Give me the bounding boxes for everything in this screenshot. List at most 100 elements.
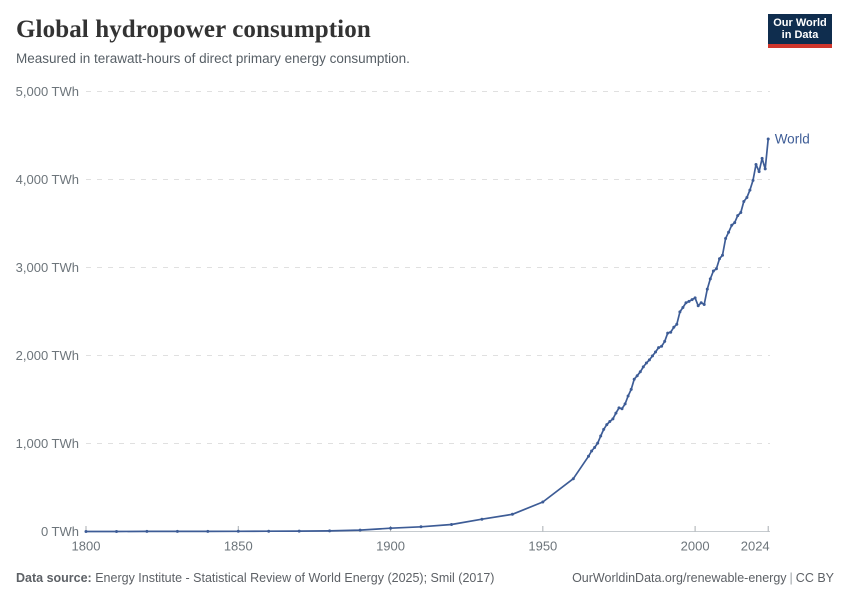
owid-logo[interactable]: Our World in Data [768,14,832,48]
data-point-marker [748,188,752,192]
world-series-line[interactable] [85,138,770,533]
y-axis-tick-label: 5,000 TWh [16,84,79,99]
data-point-marker [736,214,740,218]
y-axis-tick-label: 0 TWh [41,524,79,539]
data-point-marker [760,156,764,160]
y-axis-tick-label: 3,000 TWh [16,260,79,275]
data-point-marker [450,523,453,526]
data-point-marker [675,322,679,326]
data-point-marker [84,530,88,533]
data-point-marker [638,370,642,374]
data-point-marker [763,167,767,171]
data-point-marker [629,387,633,391]
data-point-marker [587,454,590,458]
data-point-marker [647,358,651,362]
license-link[interactable]: CC BY [795,571,834,585]
data-point-marker [175,529,179,533]
data-point-marker [620,407,624,411]
y-axis-tick-label: 1,000 TWh [16,436,79,451]
data-point-marker [623,402,627,406]
x-axis-tick-label: 1900 [376,539,405,554]
data-point-marker [206,529,210,533]
data-point-marker [702,303,706,306]
data-point-marker [714,267,718,271]
data-point-marker [660,344,664,348]
data-point-marker [590,449,594,453]
data-point-marker [635,374,639,378]
data-point-marker [651,354,654,358]
data-source-label: Data source: [16,571,92,585]
data-point-marker [480,517,484,521]
data-point-marker [696,304,700,308]
owid-url-link[interactable]: OurWorldinData.org/renewable-energy [572,571,787,585]
data-point-marker [663,339,667,343]
data-point-marker [693,296,697,300]
data-point-marker [657,346,661,350]
chart-subtitle: Measured in terawatt-hours of direct pri… [16,51,410,66]
data-point-marker [681,306,685,309]
data-point-marker [611,417,615,421]
y-axis-tick-label: 4,000 TWh [16,172,79,187]
series-label-world[interactable]: World [775,132,810,147]
data-point-marker [644,361,648,365]
data-point-marker [733,221,737,225]
data-point-marker [389,526,393,530]
data-point-marker [672,325,676,329]
data-point-marker [541,500,545,504]
data-point-marker [614,411,618,415]
x-axis-tick-label: 1950 [528,539,557,554]
data-source: Data source: Energy Institute - Statisti… [16,571,494,586]
data-point-marker [596,441,600,445]
owid-logo-box: Our World in Data [768,14,832,44]
data-point-marker [605,423,609,427]
data-point-marker [739,211,743,214]
data-point-marker [721,253,724,257]
data-point-marker [678,310,682,314]
data-point-marker [510,512,514,516]
x-axis-tick-label: 2000 [681,539,710,554]
owid-logo-line2: in Data [781,29,819,41]
data-point-marker [718,257,721,261]
data-point-marker [705,287,709,291]
data-point-marker [754,163,758,166]
owid-logo-red-bar [768,44,832,48]
y-axis-tick-label: 2,000 TWh [16,348,79,363]
data-point-marker [742,200,746,203]
data-point-marker [358,528,362,532]
data-point-marker [599,434,603,438]
data-point-marker [632,377,636,381]
data-point-marker [571,477,575,481]
data-point-marker [745,196,749,199]
chart-footer: Data source: Energy Institute - Statisti… [16,571,834,586]
data-point-marker [328,529,332,533]
data-point-marker [419,525,423,529]
x-axis-tick-label: 2024 [741,539,770,554]
x-axis-tick-label: 1850 [224,539,253,554]
data-point-marker [669,330,673,334]
data-point-marker [684,301,688,305]
chart-title: Global hydropower consumption [16,16,371,43]
data-point-marker [757,170,761,174]
footer-links: OurWorldinData.org/renewable-energy | CC B… [572,571,834,586]
data-point-marker [711,269,715,273]
data-point-marker [708,277,712,281]
data-point-marker [593,446,597,449]
owid-logo-line1: Our World [773,16,827,29]
footer-separator: | [789,571,793,585]
data-point-marker [766,137,770,141]
x-axis-tick-label: 1800 [72,539,101,554]
data-point-marker [236,529,240,533]
data-point-marker [687,299,691,303]
data-point-marker [699,301,703,305]
data-point-marker [690,298,694,302]
data-point-marker [297,529,301,533]
data-point-marker [641,365,645,369]
data-point-marker [145,529,149,533]
data-point-marker [608,420,612,423]
data-point-marker [267,529,271,533]
data-point-marker [602,427,606,431]
data-point-marker [115,530,118,533]
data-point-marker [666,331,670,335]
